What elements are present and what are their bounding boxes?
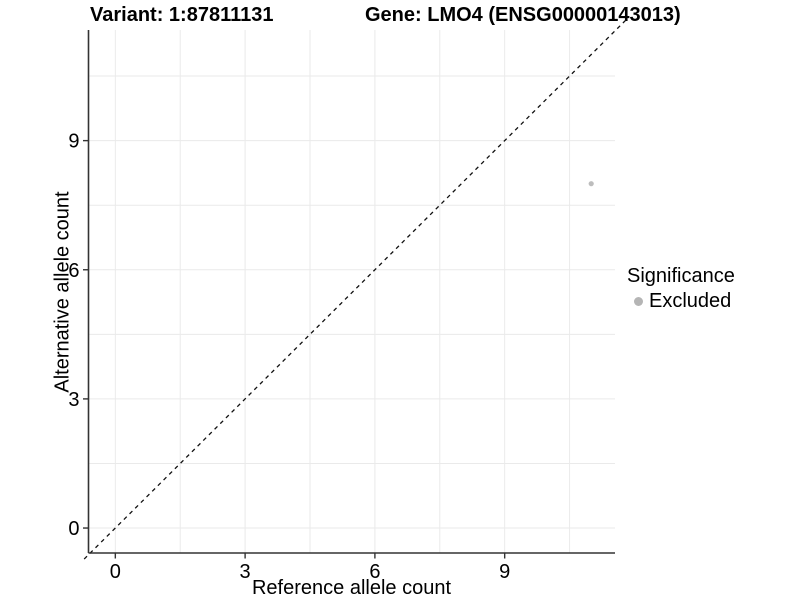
legend-point-icon <box>634 296 643 306</box>
y-tick-label: 3 <box>68 389 79 411</box>
y-tick-label: 9 <box>68 131 79 153</box>
legend: Significance Excluded <box>627 264 735 313</box>
x-tick-label: 0 <box>110 561 121 583</box>
data-point <box>588 181 594 187</box>
y-axis-title: Alternative allele count <box>51 191 74 393</box>
legend-item-excluded: Excluded <box>627 289 735 313</box>
x-tick-label: 3 <box>240 561 251 583</box>
identity-reference-line <box>83 17 629 560</box>
gene-title: Gene: LMO4 (ENSG00000143013) <box>365 4 681 26</box>
x-axis-title: Reference allele count <box>251 577 451 599</box>
x-tick-label: 9 <box>499 561 510 583</box>
variant-title: Variant: 1:87811131 <box>90 4 274 26</box>
legend-item-label: Excluded <box>649 290 732 312</box>
y-tick-label: 0 <box>68 518 79 540</box>
x-tick-label: 6 <box>369 561 380 583</box>
y-tick-label: 6 <box>68 260 79 282</box>
legend-title: Significance <box>627 265 735 287</box>
